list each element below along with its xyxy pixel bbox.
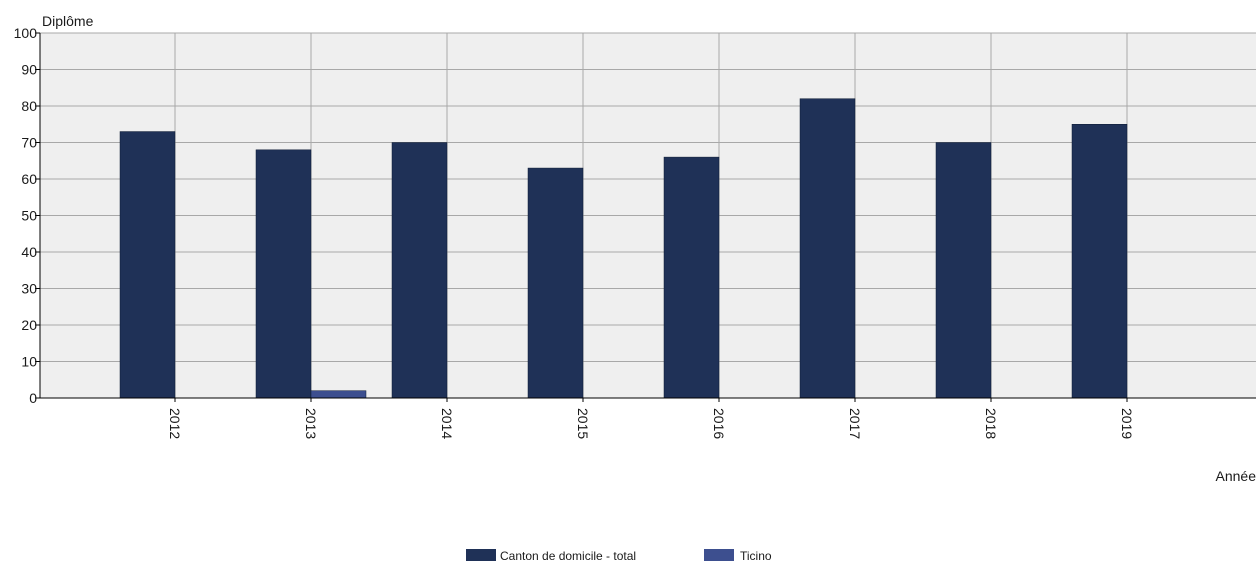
- x-axis-title: Année: [1216, 468, 1256, 484]
- bar-canton-total-2013: [255, 149, 312, 399]
- bar-canton-total-2014: [391, 142, 448, 399]
- y-axis-title: Diplôme: [42, 13, 94, 29]
- x-tick-label: 2013: [303, 408, 319, 439]
- x-tick-label: 2017: [847, 408, 863, 439]
- y-tick-label: 30: [21, 281, 37, 297]
- bars: [119, 98, 1128, 399]
- legend: Canton de domicile - total Ticino: [466, 549, 772, 562]
- y-ticks: 0 10 20 30 40 50 60 70 80 90 100: [14, 25, 40, 406]
- y-tick-label: 60: [21, 171, 37, 187]
- bar-canton-total-2019: [1071, 124, 1128, 399]
- bar-ticino-2013: [310, 390, 367, 399]
- y-tick-label: 70: [21, 135, 37, 151]
- x-tick-label: 2015: [575, 408, 591, 439]
- y-tick-label: 40: [21, 244, 37, 260]
- bar-canton-total-2012: [119, 131, 176, 399]
- legend-label-ticino: Ticino: [740, 549, 772, 562]
- x-tick-label: 2014: [439, 408, 455, 439]
- x-tick-label: 2016: [711, 408, 727, 439]
- x-ticks: 2012 2013 2014 2015 2016 2017 2018 2019: [167, 398, 1135, 439]
- legend-label-canton-total: Canton de domicile - total: [500, 549, 636, 562]
- legend-swatch-ticino: [704, 549, 734, 561]
- legend-swatch-canton-total: [466, 549, 496, 561]
- y-tick-label: 50: [21, 208, 37, 224]
- bar-canton-total-2017: [799, 98, 856, 399]
- y-tick-label: 80: [21, 98, 37, 114]
- y-tick-label: 0: [29, 390, 37, 406]
- x-tick-label: 2012: [167, 408, 183, 439]
- bar-canton-total-2015: [527, 167, 584, 399]
- x-tick-label: 2019: [1119, 408, 1135, 439]
- y-tick-label: 100: [14, 25, 38, 41]
- y-tick-label: 20: [21, 317, 37, 333]
- y-tick-label: 10: [21, 354, 37, 370]
- bar-canton-total-2016: [663, 156, 720, 399]
- y-tick-label: 90: [21, 62, 37, 78]
- x-tick-label: 2018: [983, 408, 999, 439]
- bar-canton-total-2018: [935, 142, 992, 399]
